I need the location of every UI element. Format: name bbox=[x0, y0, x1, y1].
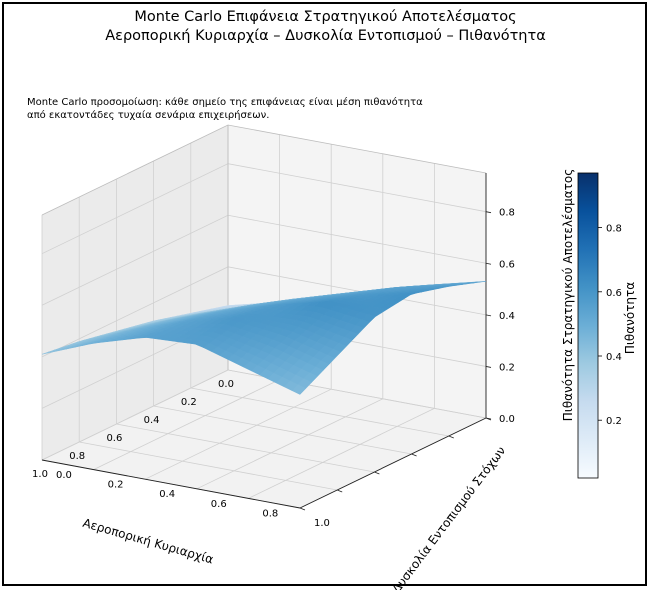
x-tick-label: 0.0 bbox=[218, 379, 234, 390]
chart-title: Monte Carlo Επιφάνεια Στρατηγικού Αποτελ… bbox=[134, 9, 517, 25]
annotation-line-1: Monte Carlo προσομοίωση: κάθε σημείο της… bbox=[27, 97, 423, 108]
y-gridline-floor bbox=[196, 398, 383, 490]
colorbar-tick-label: 0.2 bbox=[606, 416, 622, 427]
x-tick-label: 1.0 bbox=[32, 469, 48, 480]
y-tick-label: 0.0 bbox=[56, 470, 72, 481]
x-axis-line bbox=[41, 459, 301, 509]
colorbar-label-line-2: Πιθανότητα bbox=[623, 282, 637, 354]
x-gridline-floor bbox=[116, 423, 375, 473]
x-tick bbox=[337, 489, 343, 493]
z-tick bbox=[485, 211, 492, 214]
z-tick bbox=[485, 314, 492, 317]
left-wall-pane bbox=[42, 125, 228, 460]
axis-ticks: 0.0 0.2 0.4 0.6 0.8 1.0 0.0 0.2 0.4 0.6 0.8 1.0 0.0 0… bbox=[32, 208, 515, 529]
x-tick bbox=[448, 435, 454, 439]
z-tick-label: 0.6 bbox=[499, 259, 515, 270]
x-gridline-floor bbox=[79, 441, 338, 491]
z-tick-label: 0.8 bbox=[499, 208, 515, 219]
x-tick-label: 0.6 bbox=[106, 433, 122, 444]
annotation-line-2: από εκατοντάδες τυχαία σενάρια επιχειρήσ… bbox=[27, 110, 270, 121]
y-axis-line bbox=[299, 417, 487, 509]
z-tick-label: 0.4 bbox=[499, 311, 515, 322]
z-tick-label: 0.0 bbox=[499, 414, 515, 425]
x-tick bbox=[411, 453, 417, 457]
colorbar-tick-label: 0.4 bbox=[606, 352, 622, 363]
colorbar-gradient bbox=[577, 172, 599, 479]
y-tick-label: 1.0 bbox=[314, 518, 330, 529]
z-tick bbox=[485, 262, 492, 265]
x-tick-label: 0.4 bbox=[144, 415, 160, 426]
x-gridline-floor bbox=[190, 387, 449, 437]
x-gridline-floor bbox=[153, 405, 412, 455]
z-tick bbox=[485, 417, 492, 420]
z-tick-label: 0.2 bbox=[499, 362, 515, 373]
floor-pane bbox=[42, 370, 486, 508]
colorbar-tick-label: 0.6 bbox=[606, 288, 622, 299]
x-tick-label: 0.8 bbox=[69, 451, 85, 462]
chart-subtitle: Αεροπορική Κυριαρχία – Δυσκολία Εντοπισμ… bbox=[105, 28, 546, 44]
y-tick-label: 0.4 bbox=[159, 489, 175, 500]
x-tick-label: 0.2 bbox=[181, 397, 197, 408]
y-gridline-floor bbox=[145, 388, 332, 480]
y-tick-label: 0.8 bbox=[262, 508, 278, 519]
y-tick-label: 0.6 bbox=[211, 499, 227, 510]
y-gridline-floor bbox=[248, 408, 435, 499]
y-axis-label: Δυσκολία Εντοπισμού Στόχων bbox=[389, 444, 508, 590]
surface-facet bbox=[41, 350, 56, 355]
colorbar-label-line-1: Πιθανότητα Στρατηγικού Αποτελέσματος bbox=[561, 169, 575, 422]
y-tick-label: 0.2 bbox=[108, 480, 124, 491]
z-tick bbox=[485, 366, 492, 368]
x-tick bbox=[374, 471, 380, 475]
y-gridline-floor bbox=[93, 379, 280, 470]
x-axis-label: Αεροπορική Κυριαρχία bbox=[81, 516, 215, 567]
surface-mesh bbox=[41, 281, 487, 395]
x-tick bbox=[299, 507, 306, 511]
colorbar-tick-label: 0.8 bbox=[606, 224, 622, 235]
colorbar: 0.2 0.4 0.6 0.8 Πιθανότητα Στρατηγικού Αποτ… bbox=[561, 169, 637, 479]
